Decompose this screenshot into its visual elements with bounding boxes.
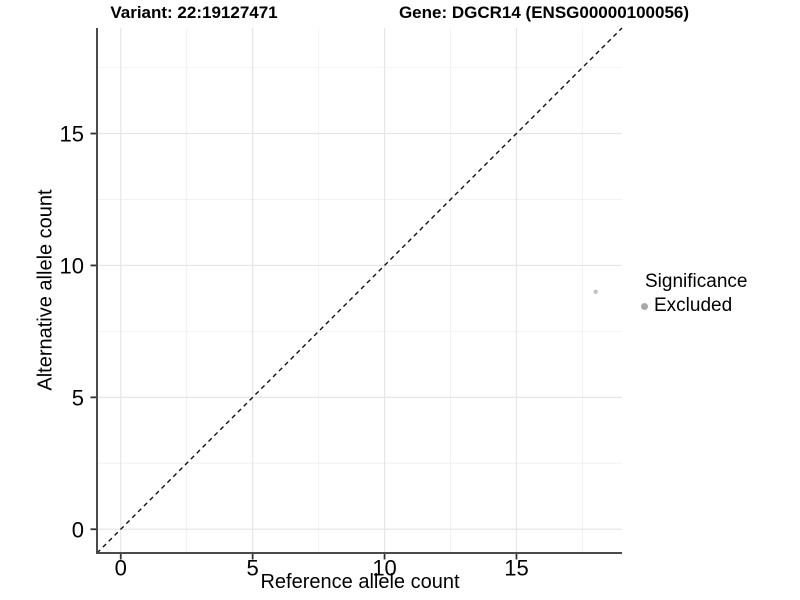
y-tick-label: 5 [72,385,84,410]
legend-item-label: Excluded [654,295,733,316]
axis-lines [96,28,622,554]
y-axis-title: Alternative allele count [34,189,57,391]
x-tick-label: 10 [372,556,396,581]
x-tick-labels: 0 5 10 15 [115,556,529,581]
legend-dot-icon [641,302,648,310]
tick-marks [90,132,518,560]
y-tick-label: 10 [60,253,84,278]
data-points [593,289,598,295]
gridlines-major [97,28,622,553]
x-tick-label: 5 [247,556,259,581]
x-axis-title: Reference allele count [260,571,460,593]
x-tick-label: 0 [115,556,127,581]
x-tick-label: 15 [504,556,528,581]
variant-title: Variant: 22:19127471 [110,3,278,22]
y-tick-label: 15 [60,122,84,147]
y-tick-label: 0 [72,517,84,542]
legend-item-excluded: Excluded [641,295,747,317]
identity-dashed-line [96,27,623,554]
gridlines-minor [97,28,622,553]
identity-line [96,27,623,554]
legend: Significance Excluded [641,270,747,317]
y-tick-labels: 0 5 10 15 [60,122,84,543]
legend-title: Significance [645,271,748,292]
data-point [593,289,598,295]
gene-title: Gene: DGCR14 (ENSG00000100056) [398,3,690,22]
